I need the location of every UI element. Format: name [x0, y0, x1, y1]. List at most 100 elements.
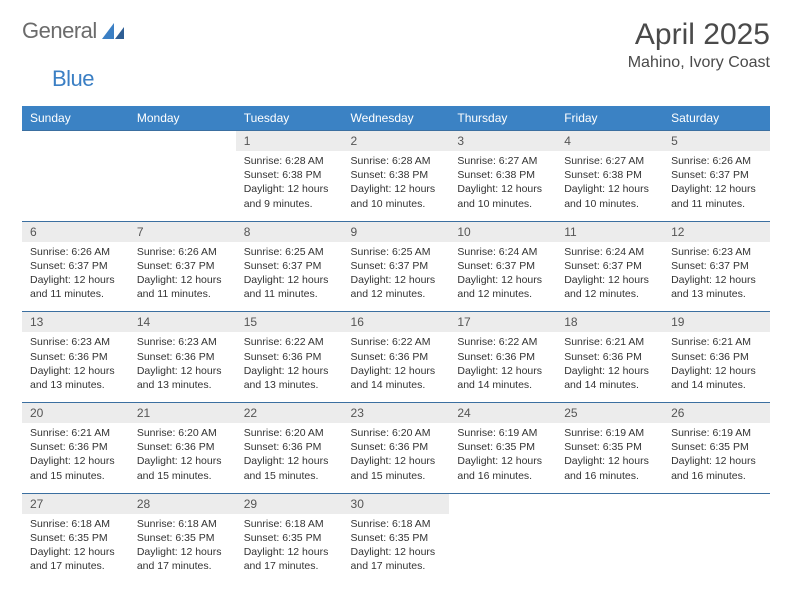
day-detail-cell: Sunrise: 6:23 AMSunset: 6:36 PMDaylight:… — [22, 332, 129, 402]
day-number: 27 — [22, 494, 129, 514]
sunset-text: Sunset: 6:37 PM — [244, 259, 335, 273]
weekday-header: Wednesday — [343, 106, 450, 131]
daylight-text: Daylight: 12 hours and 16 minutes. — [457, 454, 548, 482]
day-number-cell: 30 — [343, 493, 450, 514]
day-number: 29 — [236, 494, 343, 514]
empty-cell — [22, 151, 129, 221]
empty-cell — [663, 514, 770, 584]
day-number: 21 — [129, 403, 236, 423]
day-number-cell: 14 — [129, 312, 236, 333]
day-number: 10 — [449, 222, 556, 242]
day-details: Sunrise: 6:18 AMSunset: 6:35 PMDaylight:… — [343, 514, 450, 578]
day-details: Sunrise: 6:27 AMSunset: 6:38 PMDaylight:… — [556, 151, 663, 215]
day-number-cell: 12 — [663, 221, 770, 242]
daylight-text: Daylight: 12 hours and 14 minutes. — [351, 364, 442, 392]
daylight-text: Daylight: 12 hours and 11 minutes. — [244, 273, 335, 301]
day-details: Sunrise: 6:24 AMSunset: 6:37 PMDaylight:… — [449, 242, 556, 306]
day-number-cell: 21 — [129, 403, 236, 424]
day-detail-cell: Sunrise: 6:25 AMSunset: 6:37 PMDaylight:… — [236, 242, 343, 312]
empty-cell — [449, 493, 556, 514]
sunset-text: Sunset: 6:38 PM — [457, 168, 548, 182]
empty-cell — [556, 514, 663, 584]
day-details: Sunrise: 6:19 AMSunset: 6:35 PMDaylight:… — [663, 423, 770, 487]
day-details: Sunrise: 6:21 AMSunset: 6:36 PMDaylight:… — [663, 332, 770, 396]
sunrise-text: Sunrise: 6:22 AM — [244, 335, 335, 349]
sunrise-text: Sunrise: 6:18 AM — [30, 517, 121, 531]
day-details: Sunrise: 6:20 AMSunset: 6:36 PMDaylight:… — [129, 423, 236, 487]
day-detail-cell: Sunrise: 6:20 AMSunset: 6:36 PMDaylight:… — [343, 423, 450, 493]
sunrise-text: Sunrise: 6:28 AM — [351, 154, 442, 168]
day-details: Sunrise: 6:21 AMSunset: 6:36 PMDaylight:… — [556, 332, 663, 396]
day-detail-cell: Sunrise: 6:19 AMSunset: 6:35 PMDaylight:… — [663, 423, 770, 493]
day-details: Sunrise: 6:28 AMSunset: 6:38 PMDaylight:… — [236, 151, 343, 215]
day-number-row: 6789101112 — [22, 221, 770, 242]
sunset-text: Sunset: 6:36 PM — [30, 350, 121, 364]
weekday-header: Friday — [556, 106, 663, 131]
day-number-row: 20212223242526 — [22, 403, 770, 424]
day-detail-cell: Sunrise: 6:22 AMSunset: 6:36 PMDaylight:… — [343, 332, 450, 402]
day-details: Sunrise: 6:23 AMSunset: 6:37 PMDaylight:… — [663, 242, 770, 306]
sunset-text: Sunset: 6:36 PM — [137, 350, 228, 364]
day-number-cell: 6 — [22, 221, 129, 242]
daylight-text: Daylight: 12 hours and 15 minutes. — [30, 454, 121, 482]
month-title: April 2025 — [628, 18, 770, 52]
day-number-row: 27282930 — [22, 493, 770, 514]
day-number-cell: 4 — [556, 131, 663, 152]
sunset-text: Sunset: 6:35 PM — [137, 531, 228, 545]
day-number: 8 — [236, 222, 343, 242]
day-number-cell: 17 — [449, 312, 556, 333]
day-number-cell: 22 — [236, 403, 343, 424]
day-detail-cell: Sunrise: 6:18 AMSunset: 6:35 PMDaylight:… — [129, 514, 236, 584]
day-number: 4 — [556, 131, 663, 151]
empty-cell — [22, 131, 129, 152]
day-number-cell: 29 — [236, 493, 343, 514]
daylight-text: Daylight: 12 hours and 10 minutes. — [351, 182, 442, 210]
sunset-text: Sunset: 6:37 PM — [30, 259, 121, 273]
sunset-text: Sunset: 6:35 PM — [564, 440, 655, 454]
day-details: Sunrise: 6:22 AMSunset: 6:36 PMDaylight:… — [449, 332, 556, 396]
day-details: Sunrise: 6:24 AMSunset: 6:37 PMDaylight:… — [556, 242, 663, 306]
sunrise-text: Sunrise: 6:20 AM — [244, 426, 335, 440]
day-number-cell: 19 — [663, 312, 770, 333]
day-number-row: 12345 — [22, 131, 770, 152]
daylight-text: Daylight: 12 hours and 13 minutes. — [137, 364, 228, 392]
empty-cell — [663, 493, 770, 514]
day-number: 17 — [449, 312, 556, 332]
sunset-text: Sunset: 6:35 PM — [244, 531, 335, 545]
brand-blue: Blue — [52, 66, 94, 92]
brand-logo: General — [22, 18, 126, 44]
day-number: 23 — [343, 403, 450, 423]
daylight-text: Daylight: 12 hours and 17 minutes. — [244, 545, 335, 573]
weekday-header: Tuesday — [236, 106, 343, 131]
sunset-text: Sunset: 6:37 PM — [671, 168, 762, 182]
sunrise-text: Sunrise: 6:27 AM — [564, 154, 655, 168]
day-number: 6 — [22, 222, 129, 242]
sunrise-text: Sunrise: 6:22 AM — [351, 335, 442, 349]
sunrise-text: Sunrise: 6:24 AM — [457, 245, 548, 259]
day-number-cell: 27 — [22, 493, 129, 514]
day-details: Sunrise: 6:27 AMSunset: 6:38 PMDaylight:… — [449, 151, 556, 215]
day-body-row: Sunrise: 6:26 AMSunset: 6:37 PMDaylight:… — [22, 242, 770, 312]
day-body-row: Sunrise: 6:21 AMSunset: 6:36 PMDaylight:… — [22, 423, 770, 493]
day-detail-cell: Sunrise: 6:26 AMSunset: 6:37 PMDaylight:… — [22, 242, 129, 312]
day-number-cell: 2 — [343, 131, 450, 152]
brand-general: General — [22, 18, 97, 44]
day-number: 7 — [129, 222, 236, 242]
day-number-row: 13141516171819 — [22, 312, 770, 333]
day-number: 16 — [343, 312, 450, 332]
daylight-text: Daylight: 12 hours and 13 minutes. — [30, 364, 121, 392]
daylight-text: Daylight: 12 hours and 9 minutes. — [244, 182, 335, 210]
day-details: Sunrise: 6:25 AMSunset: 6:37 PMDaylight:… — [343, 242, 450, 306]
day-number-cell: 9 — [343, 221, 450, 242]
day-number-cell: 5 — [663, 131, 770, 152]
sunset-text: Sunset: 6:38 PM — [564, 168, 655, 182]
day-number-cell: 26 — [663, 403, 770, 424]
sunset-text: Sunset: 6:36 PM — [351, 440, 442, 454]
day-number-cell: 3 — [449, 131, 556, 152]
sunrise-text: Sunrise: 6:26 AM — [671, 154, 762, 168]
calendar-page: General April 2025 Mahino, Ivory Coast G… — [0, 0, 792, 593]
sunrise-text: Sunrise: 6:22 AM — [457, 335, 548, 349]
weekday-row: SundayMondayTuesdayWednesdayThursdayFrid… — [22, 106, 770, 131]
day-number: 1 — [236, 131, 343, 151]
day-number-cell: 20 — [22, 403, 129, 424]
